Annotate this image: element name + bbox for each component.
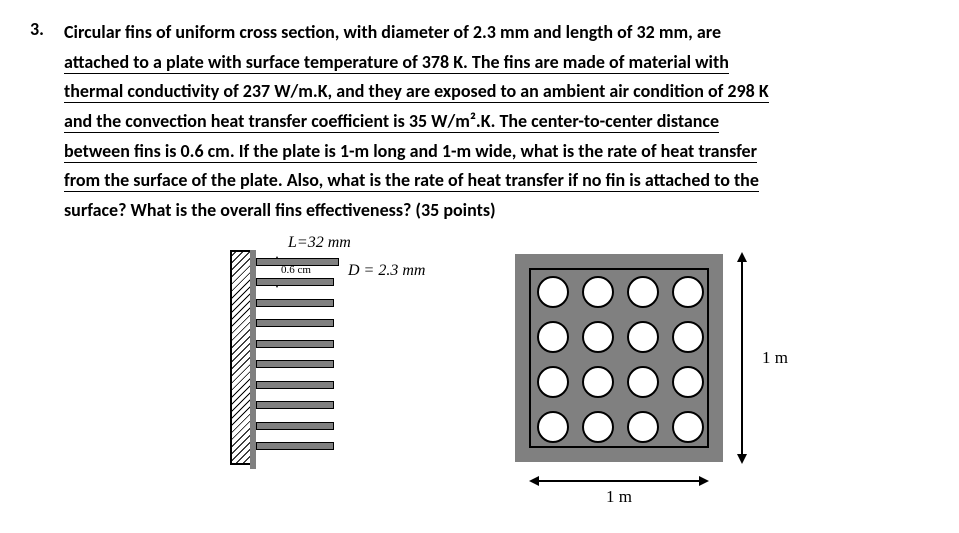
fin-pin [582, 276, 614, 308]
fin [256, 319, 334, 327]
fin-top-view-diagram: 1 m 1 m [515, 254, 723, 462]
fin [256, 381, 334, 389]
text-line-1: attached to a plate with surface tempera… [64, 51, 729, 74]
fin [256, 299, 334, 307]
fin-pin [627, 366, 659, 398]
height-dimension: 1 m [733, 254, 788, 462]
fin-pin [537, 321, 569, 353]
fin-pin [582, 366, 614, 398]
fin [256, 278, 334, 286]
fin-pin [537, 366, 569, 398]
length-label: L=32 mm [288, 234, 351, 252]
text-line-2: thermal conductivity of 237 W/m.K, and t… [64, 80, 769, 103]
fin [256, 340, 334, 348]
fin-pin [672, 321, 704, 353]
problem-number: 3. [30, 18, 64, 40]
fin-pin [627, 411, 659, 443]
diameter-label: D = 2.3 mm [348, 262, 425, 280]
fin-pin [627, 321, 659, 353]
text-line-0: Circular fins of uniform cross section, … [64, 21, 721, 43]
width-dimension-label: 1 m [606, 487, 632, 507]
height-dimension-arrow [741, 260, 743, 456]
fin-pin [627, 276, 659, 308]
base-plate-side [230, 250, 252, 465]
fin-pin [537, 411, 569, 443]
fin [256, 422, 334, 430]
fin-pin [582, 321, 614, 353]
fin [256, 258, 339, 266]
fin-pin [672, 411, 704, 443]
fin [256, 360, 334, 368]
fin-pin [582, 411, 614, 443]
text-line-6: surface? What is the overall fins effect… [64, 199, 496, 221]
fin-pin [672, 276, 704, 308]
fin [256, 401, 334, 409]
diagram-container: L=32 mm 0.6 cm D = 2.3 mm 1 m 1 m [230, 238, 929, 473]
width-dimension: 1 m [515, 475, 723, 507]
text-line-3: and the convection heat transfer coeffic… [64, 110, 719, 133]
fin-pin [672, 366, 704, 398]
text-line-5: from the surface of the plate. Also, wha… [64, 169, 759, 192]
problem-block: 3. Circular fins of uniform cross sectio… [30, 18, 929, 226]
fin-side-view-diagram: L=32 mm 0.6 cm D = 2.3 mm [230, 238, 465, 473]
width-dimension-arrow [537, 480, 701, 482]
text-line-4: between fins is 0.6 cm. If the plate is … [64, 140, 757, 163]
fin-pin [537, 276, 569, 308]
fin [256, 442, 334, 450]
problem-statement: Circular fins of uniform cross section, … [64, 18, 929, 226]
height-dimension-label: 1 m [762, 348, 788, 368]
